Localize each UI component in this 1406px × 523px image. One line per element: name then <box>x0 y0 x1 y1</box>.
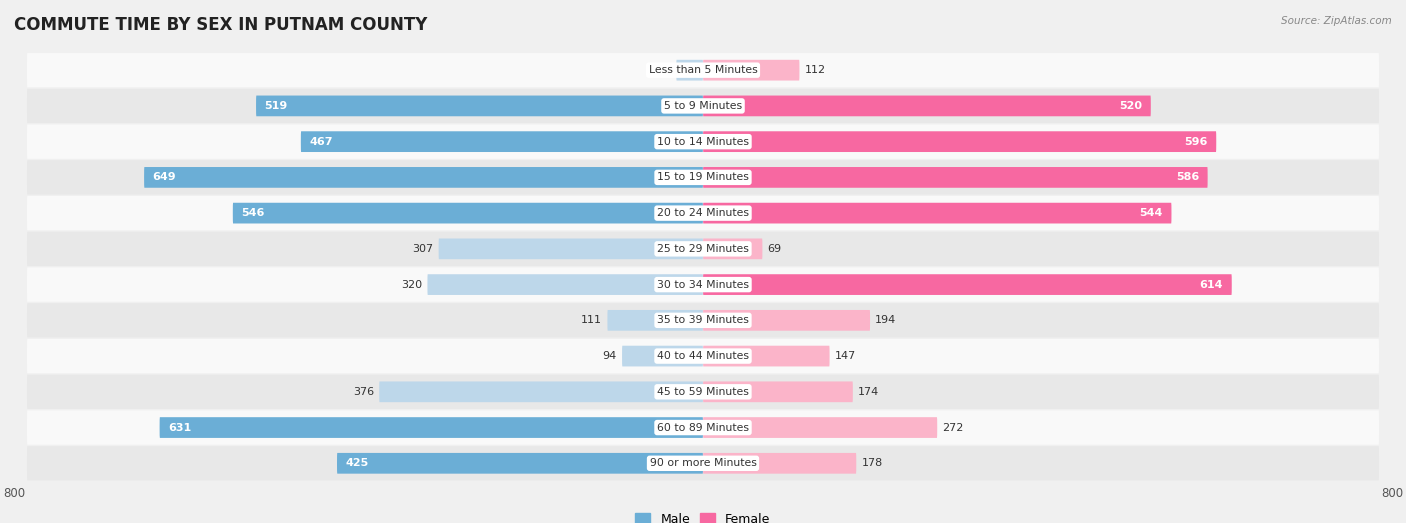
FancyBboxPatch shape <box>703 96 1152 116</box>
Text: 5 to 9 Minutes: 5 to 9 Minutes <box>664 101 742 111</box>
FancyBboxPatch shape <box>27 53 1379 87</box>
Text: 544: 544 <box>1139 208 1163 218</box>
Text: 10 to 14 Minutes: 10 to 14 Minutes <box>657 137 749 146</box>
Text: 425: 425 <box>346 458 368 468</box>
Text: 45 to 59 Minutes: 45 to 59 Minutes <box>657 387 749 397</box>
FancyBboxPatch shape <box>233 203 703 223</box>
FancyBboxPatch shape <box>27 267 1379 302</box>
Text: 307: 307 <box>412 244 433 254</box>
Text: 15 to 19 Minutes: 15 to 19 Minutes <box>657 173 749 183</box>
FancyBboxPatch shape <box>703 203 1171 223</box>
FancyBboxPatch shape <box>703 453 856 474</box>
FancyBboxPatch shape <box>27 160 1379 195</box>
Text: 147: 147 <box>835 351 856 361</box>
Text: 30 to 34 Minutes: 30 to 34 Minutes <box>657 280 749 290</box>
Text: Source: ZipAtlas.com: Source: ZipAtlas.com <box>1281 16 1392 26</box>
FancyBboxPatch shape <box>337 453 703 474</box>
Text: 320: 320 <box>401 280 422 290</box>
FancyBboxPatch shape <box>703 238 762 259</box>
Text: 111: 111 <box>581 315 602 325</box>
FancyBboxPatch shape <box>256 96 703 116</box>
Text: 69: 69 <box>768 244 782 254</box>
FancyBboxPatch shape <box>703 417 938 438</box>
FancyBboxPatch shape <box>703 274 1232 295</box>
FancyBboxPatch shape <box>143 167 703 188</box>
Text: 272: 272 <box>942 423 963 433</box>
FancyBboxPatch shape <box>676 60 703 81</box>
Text: 467: 467 <box>309 137 333 146</box>
Text: 174: 174 <box>858 387 879 397</box>
Text: 40 to 44 Minutes: 40 to 44 Minutes <box>657 351 749 361</box>
Text: 20 to 24 Minutes: 20 to 24 Minutes <box>657 208 749 218</box>
Text: 631: 631 <box>169 423 191 433</box>
FancyBboxPatch shape <box>27 339 1379 373</box>
Text: 31: 31 <box>657 65 671 75</box>
FancyBboxPatch shape <box>607 310 703 331</box>
FancyBboxPatch shape <box>27 303 1379 337</box>
FancyBboxPatch shape <box>301 131 703 152</box>
Text: 376: 376 <box>353 387 374 397</box>
Text: 194: 194 <box>875 315 897 325</box>
Text: COMMUTE TIME BY SEX IN PUTNAM COUNTY: COMMUTE TIME BY SEX IN PUTNAM COUNTY <box>14 16 427 33</box>
Text: 596: 596 <box>1184 137 1208 146</box>
Text: 649: 649 <box>153 173 176 183</box>
FancyBboxPatch shape <box>27 374 1379 409</box>
Legend: Male, Female: Male, Female <box>630 508 776 523</box>
FancyBboxPatch shape <box>703 381 853 402</box>
FancyBboxPatch shape <box>380 381 703 402</box>
FancyBboxPatch shape <box>703 131 1216 152</box>
Text: 178: 178 <box>862 458 883 468</box>
FancyBboxPatch shape <box>160 417 703 438</box>
FancyBboxPatch shape <box>427 274 703 295</box>
Text: 112: 112 <box>804 65 825 75</box>
Text: 614: 614 <box>1199 280 1223 290</box>
FancyBboxPatch shape <box>27 411 1379 445</box>
Text: 90 or more Minutes: 90 or more Minutes <box>650 458 756 468</box>
FancyBboxPatch shape <box>27 232 1379 266</box>
FancyBboxPatch shape <box>703 346 830 367</box>
Text: 94: 94 <box>603 351 617 361</box>
Text: Less than 5 Minutes: Less than 5 Minutes <box>648 65 758 75</box>
Text: 586: 586 <box>1175 173 1199 183</box>
FancyBboxPatch shape <box>703 310 870 331</box>
Text: 519: 519 <box>264 101 288 111</box>
Text: 25 to 29 Minutes: 25 to 29 Minutes <box>657 244 749 254</box>
FancyBboxPatch shape <box>439 238 703 259</box>
Text: 60 to 89 Minutes: 60 to 89 Minutes <box>657 423 749 433</box>
Text: 35 to 39 Minutes: 35 to 39 Minutes <box>657 315 749 325</box>
FancyBboxPatch shape <box>27 89 1379 123</box>
FancyBboxPatch shape <box>27 124 1379 159</box>
FancyBboxPatch shape <box>703 60 800 81</box>
FancyBboxPatch shape <box>27 196 1379 230</box>
FancyBboxPatch shape <box>27 446 1379 481</box>
Text: 520: 520 <box>1119 101 1142 111</box>
FancyBboxPatch shape <box>621 346 703 367</box>
FancyBboxPatch shape <box>703 167 1208 188</box>
Text: 546: 546 <box>242 208 264 218</box>
